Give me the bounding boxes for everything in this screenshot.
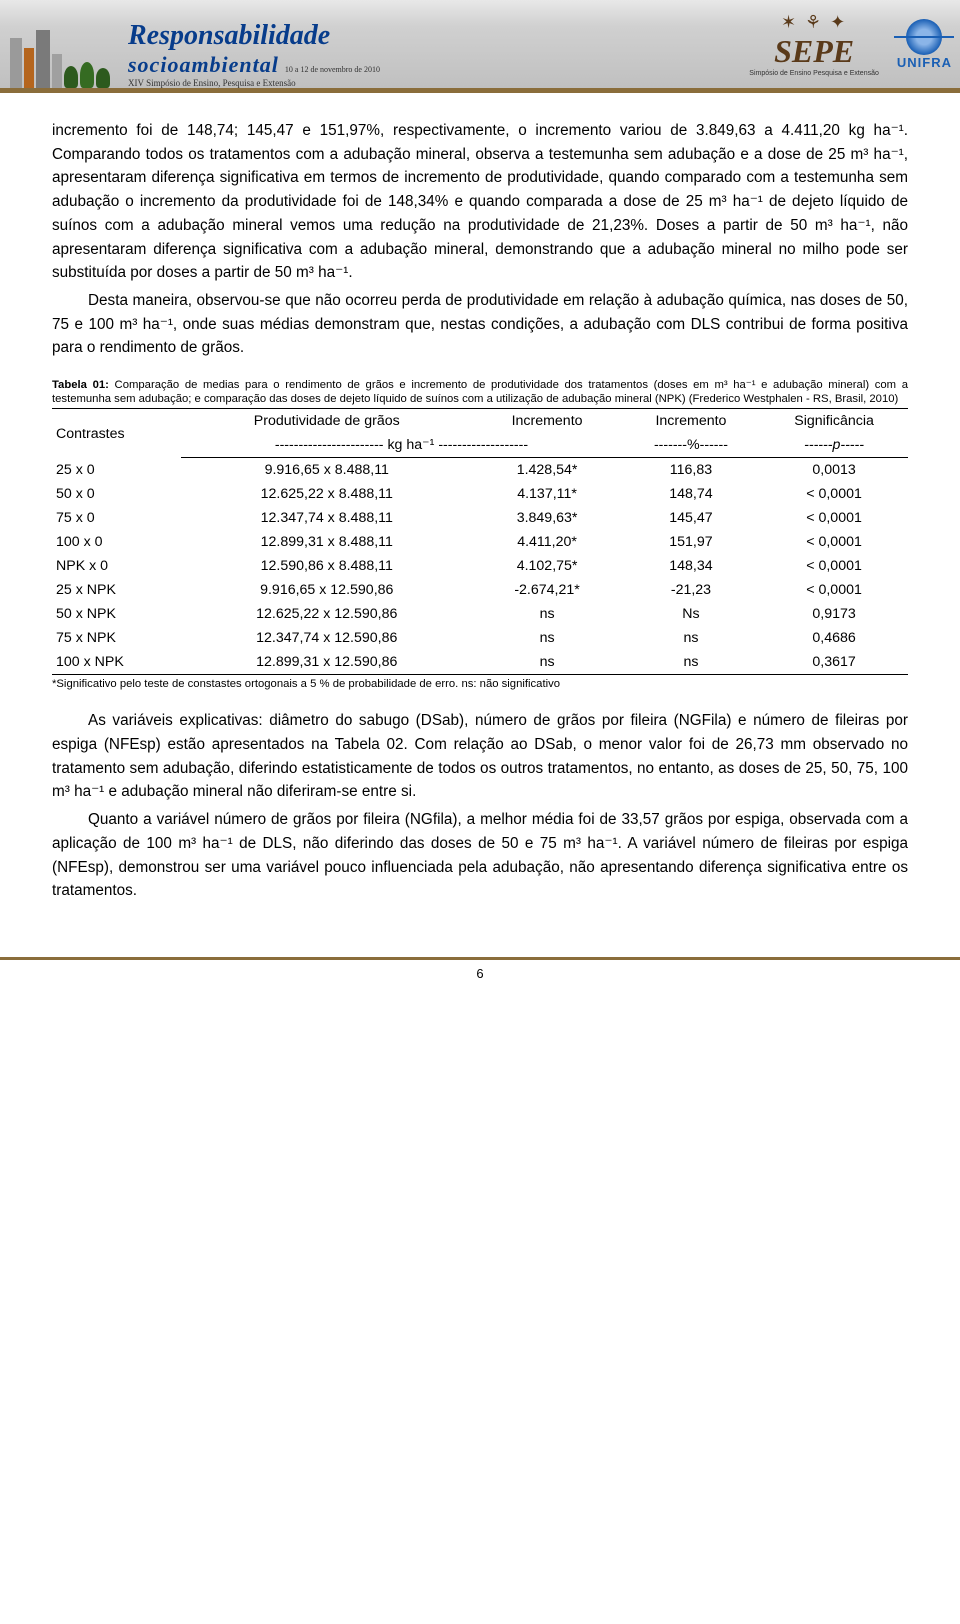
banner-title-line1: Responsabilidade bbox=[128, 20, 380, 52]
cell: 100 x 0 bbox=[52, 530, 181, 554]
cell: 12.899,31 x 8.488,11 bbox=[181, 530, 472, 554]
th-incremento-pct: Incremento bbox=[622, 409, 760, 434]
th-incremento: Incremento bbox=[472, 409, 621, 434]
cell: 50 x NPK bbox=[52, 602, 181, 626]
cell: ns bbox=[622, 650, 760, 675]
th-contrastes: Contrastes bbox=[52, 409, 181, 458]
banner-subtitle: XIV Simpósio de Ensino, Pesquisa e Exten… bbox=[128, 78, 380, 88]
cell: 151,97 bbox=[622, 530, 760, 554]
banner-right: ✶ ⚘ ✦ SEPE Simpósio de Ensino Pesquisa e… bbox=[749, 12, 952, 77]
banner-left: Responsabilidade socioambiental 10 a 12 … bbox=[8, 0, 380, 88]
cell: 116,83 bbox=[622, 458, 760, 483]
cell: 75 x 0 bbox=[52, 506, 181, 530]
cell: -2.674,21* bbox=[472, 578, 621, 602]
table-row: 50 x NPK12.625,22 x 12.590,86nsNs0,9173 bbox=[52, 602, 908, 626]
table-caption-prefix: Tabela 01: bbox=[52, 379, 109, 391]
unifra-text: UNIFRA bbox=[897, 55, 952, 70]
table-caption-text: Comparação de medias para o rendimento d… bbox=[52, 379, 908, 405]
sepe-logo: ✶ ⚘ ✦ SEPE Simpósio de Ensino Pesquisa e… bbox=[749, 12, 879, 77]
cell: 0,0013 bbox=[760, 458, 908, 483]
cell: < 0,0001 bbox=[760, 530, 908, 554]
cell: 50 x 0 bbox=[52, 482, 181, 506]
paragraph-4: Quanto a variável número de grãos por fi… bbox=[52, 808, 908, 903]
cell: 0,3617 bbox=[760, 650, 908, 675]
cell: ns bbox=[472, 650, 621, 675]
cell: 12.347,74 x 12.590,86 bbox=[181, 626, 472, 650]
cell: 0,9173 bbox=[760, 602, 908, 626]
page-number: 6 bbox=[0, 960, 960, 993]
th-unit-line: ----------------------- kg ha⁻¹ --------… bbox=[181, 433, 622, 458]
table-row: 75 x 012.347,74 x 8.488,113.849,63*145,4… bbox=[52, 506, 908, 530]
cell: 12.899,31 x 12.590,86 bbox=[181, 650, 472, 675]
table-body: 25 x 09.916,65 x 8.488,111.428,54*116,83… bbox=[52, 458, 908, 675]
cell: -21,23 bbox=[622, 578, 760, 602]
th-p-line: ------p----- bbox=[760, 433, 908, 458]
cell: 9.916,65 x 8.488,11 bbox=[181, 458, 472, 483]
th-p-line-italic: ------p----- bbox=[804, 437, 864, 453]
table-row: 75 x NPK12.347,74 x 12.590,86nsns0,4686 bbox=[52, 626, 908, 650]
sepe-icons: ✶ ⚘ ✦ bbox=[749, 12, 879, 33]
cell: 145,47 bbox=[622, 506, 760, 530]
cell: 12.625,22 x 8.488,11 bbox=[181, 482, 472, 506]
cell: 75 x NPK bbox=[52, 626, 181, 650]
cell: 4.137,11* bbox=[472, 482, 621, 506]
banner-title-block: Responsabilidade socioambiental 10 a 12 … bbox=[128, 20, 380, 88]
th-produtividade: Produtividade de grãos bbox=[181, 409, 472, 434]
paragraph-1: incremento foi de 148,74; 145,47 e 151,9… bbox=[52, 119, 908, 285]
table-row: NPK x 012.590,86 x 8.488,114.102,75*148,… bbox=[52, 554, 908, 578]
city-illustration bbox=[8, 18, 118, 88]
cell: 4.411,20* bbox=[472, 530, 621, 554]
cell: 1.428,54* bbox=[472, 458, 621, 483]
cell: 4.102,75* bbox=[472, 554, 621, 578]
unifra-star-icon bbox=[906, 19, 942, 55]
cell: < 0,0001 bbox=[760, 554, 908, 578]
th-significancia: Significância bbox=[760, 409, 908, 434]
table-01: Contrastes Produtividade de grãos Increm… bbox=[52, 408, 908, 675]
cell: 12.347,74 x 8.488,11 bbox=[181, 506, 472, 530]
cell: ns bbox=[472, 626, 621, 650]
banner-title-line2: socioambiental bbox=[128, 52, 279, 78]
cell: ns bbox=[622, 626, 760, 650]
table-row: 25 x 09.916,65 x 8.488,111.428,54*116,83… bbox=[52, 458, 908, 483]
cell: < 0,0001 bbox=[760, 482, 908, 506]
table-row: 100 x NPK12.899,31 x 12.590,86nsns0,3617 bbox=[52, 650, 908, 675]
page-content: incremento foi de 148,74; 145,47 e 151,9… bbox=[0, 109, 960, 927]
table-caption: Tabela 01: Comparação de medias para o r… bbox=[52, 378, 908, 406]
banner-dates: 10 a 12 de novembro de 2010 bbox=[285, 65, 380, 74]
table-row: 100 x 012.899,31 x 8.488,114.411,20*151,… bbox=[52, 530, 908, 554]
cell: < 0,0001 bbox=[760, 506, 908, 530]
cell: Ns bbox=[622, 602, 760, 626]
cell: 0,4686 bbox=[760, 626, 908, 650]
top-rule bbox=[0, 90, 960, 93]
table-row: 50 x 012.625,22 x 8.488,114.137,11*148,7… bbox=[52, 482, 908, 506]
cell: NPK x 0 bbox=[52, 554, 181, 578]
table-row: 25 x NPK9.916,65 x 12.590,86-2.674,21*-2… bbox=[52, 578, 908, 602]
sepe-subtext: Simpósio de Ensino Pesquisa e Extensão bbox=[749, 70, 879, 77]
cell: 3.849,63* bbox=[472, 506, 621, 530]
conference-banner: Responsabilidade socioambiental 10 a 12 … bbox=[0, 0, 960, 90]
cell: 100 x NPK bbox=[52, 650, 181, 675]
cell: < 0,0001 bbox=[760, 578, 908, 602]
cell: 25 x 0 bbox=[52, 458, 181, 483]
cell: 12.625,22 x 12.590,86 bbox=[181, 602, 472, 626]
th-pct-line: -------%------ bbox=[622, 433, 760, 458]
cell: 12.590,86 x 8.488,11 bbox=[181, 554, 472, 578]
paragraph-2: Desta maneira, observou-se que não ocorr… bbox=[52, 289, 908, 360]
cell: 9.916,65 x 12.590,86 bbox=[181, 578, 472, 602]
sepe-text: SEPE bbox=[749, 33, 879, 70]
table-footnote: *Significativo pelo teste de constastes … bbox=[52, 677, 908, 691]
cell: 148,34 bbox=[622, 554, 760, 578]
cell: 25 x NPK bbox=[52, 578, 181, 602]
cell: ns bbox=[472, 602, 621, 626]
cell: 148,74 bbox=[622, 482, 760, 506]
paragraph-3: As variáveis explicativas: diâmetro do s… bbox=[52, 709, 908, 804]
unifra-logo: UNIFRA bbox=[897, 19, 952, 70]
